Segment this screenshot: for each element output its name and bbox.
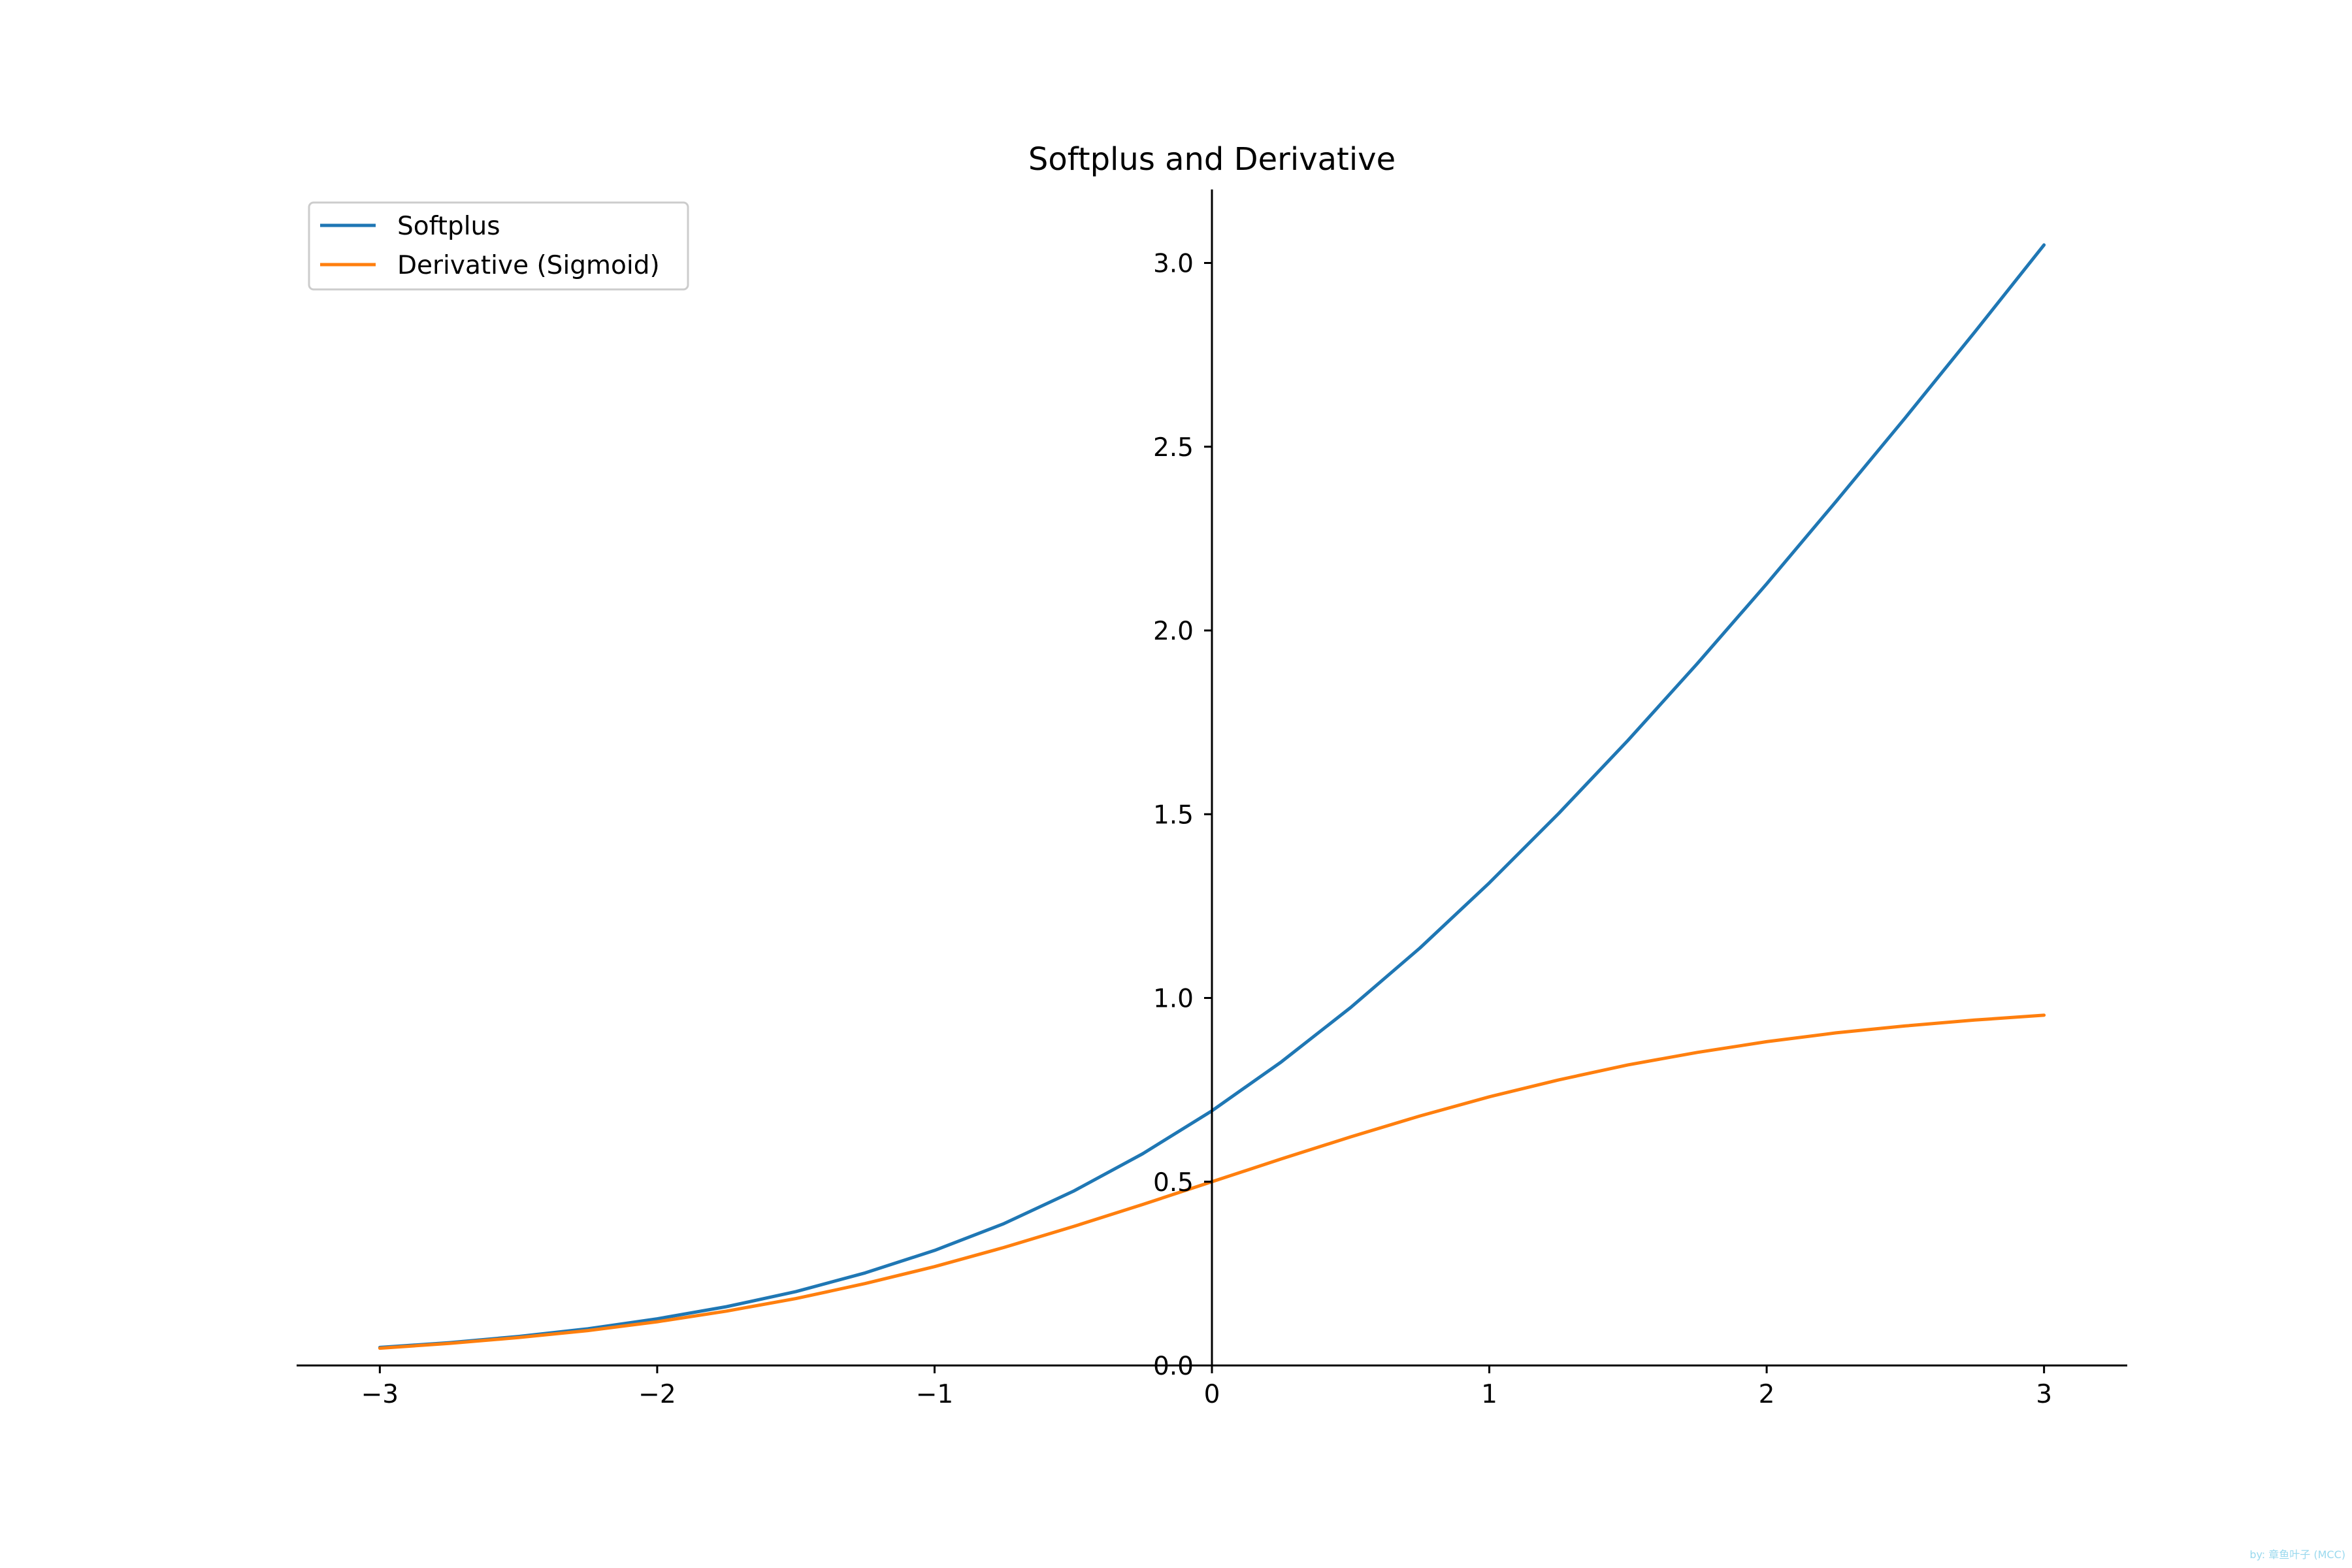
x-tick-label: 0 bbox=[1204, 1380, 1220, 1409]
x-tick-label: 3 bbox=[2036, 1380, 2052, 1409]
y-tick-label: 1.0 bbox=[1153, 985, 1194, 1014]
x-tick-label: 1 bbox=[1481, 1380, 1497, 1409]
watermark: by: 章鱼叶子 (MCC) bbox=[2249, 1548, 2345, 1561]
y-tick-label: 0.5 bbox=[1153, 1168, 1194, 1198]
y-tick-label: 1.5 bbox=[1153, 800, 1194, 830]
y-tick-label: 0.0 bbox=[1153, 1352, 1194, 1381]
y-tick-label: 3.0 bbox=[1153, 250, 1194, 279]
chart-title: Softplus and Derivative bbox=[1028, 141, 1396, 178]
x-tick-label: −3 bbox=[361, 1380, 399, 1409]
axes: −3 −2 −1 0 1 2 3 0.0 0.5 1.0 1.5 2.0 2.5 3.0 bbox=[297, 189, 2127, 1409]
legend: Softplus Derivative (Sigmoid) bbox=[308, 201, 689, 291]
legend-frame bbox=[308, 201, 689, 291]
x-tick-label: −2 bbox=[638, 1380, 676, 1409]
x-tick-label: −1 bbox=[916, 1380, 954, 1409]
y-tick-label: 2.0 bbox=[1153, 617, 1194, 646]
legend-label: Softplus bbox=[397, 212, 500, 241]
x-tick-label: 2 bbox=[1759, 1380, 1775, 1409]
legend-label: Derivative (Sigmoid) bbox=[397, 251, 660, 280]
y-tick-label: 2.5 bbox=[1153, 433, 1194, 463]
